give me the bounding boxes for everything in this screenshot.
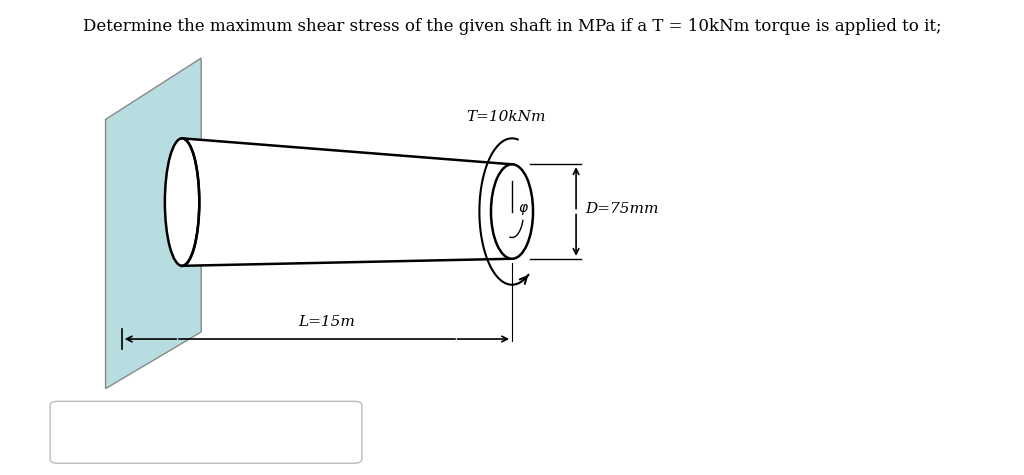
Text: Determine the maximum shear stress of the given shaft in MPa if a T = 10kNm torq: Determine the maximum shear stress of th… — [83, 18, 941, 35]
Text: T=10kNm: T=10kNm — [466, 110, 546, 124]
Polygon shape — [182, 138, 512, 266]
Text: L=15m: L=15m — [298, 314, 355, 329]
FancyBboxPatch shape — [50, 401, 361, 463]
Ellipse shape — [490, 164, 534, 259]
Ellipse shape — [165, 138, 200, 266]
Polygon shape — [105, 58, 201, 389]
Text: D=75mm: D=75mm — [586, 202, 659, 216]
Text: $\varphi$: $\varphi$ — [518, 202, 528, 217]
